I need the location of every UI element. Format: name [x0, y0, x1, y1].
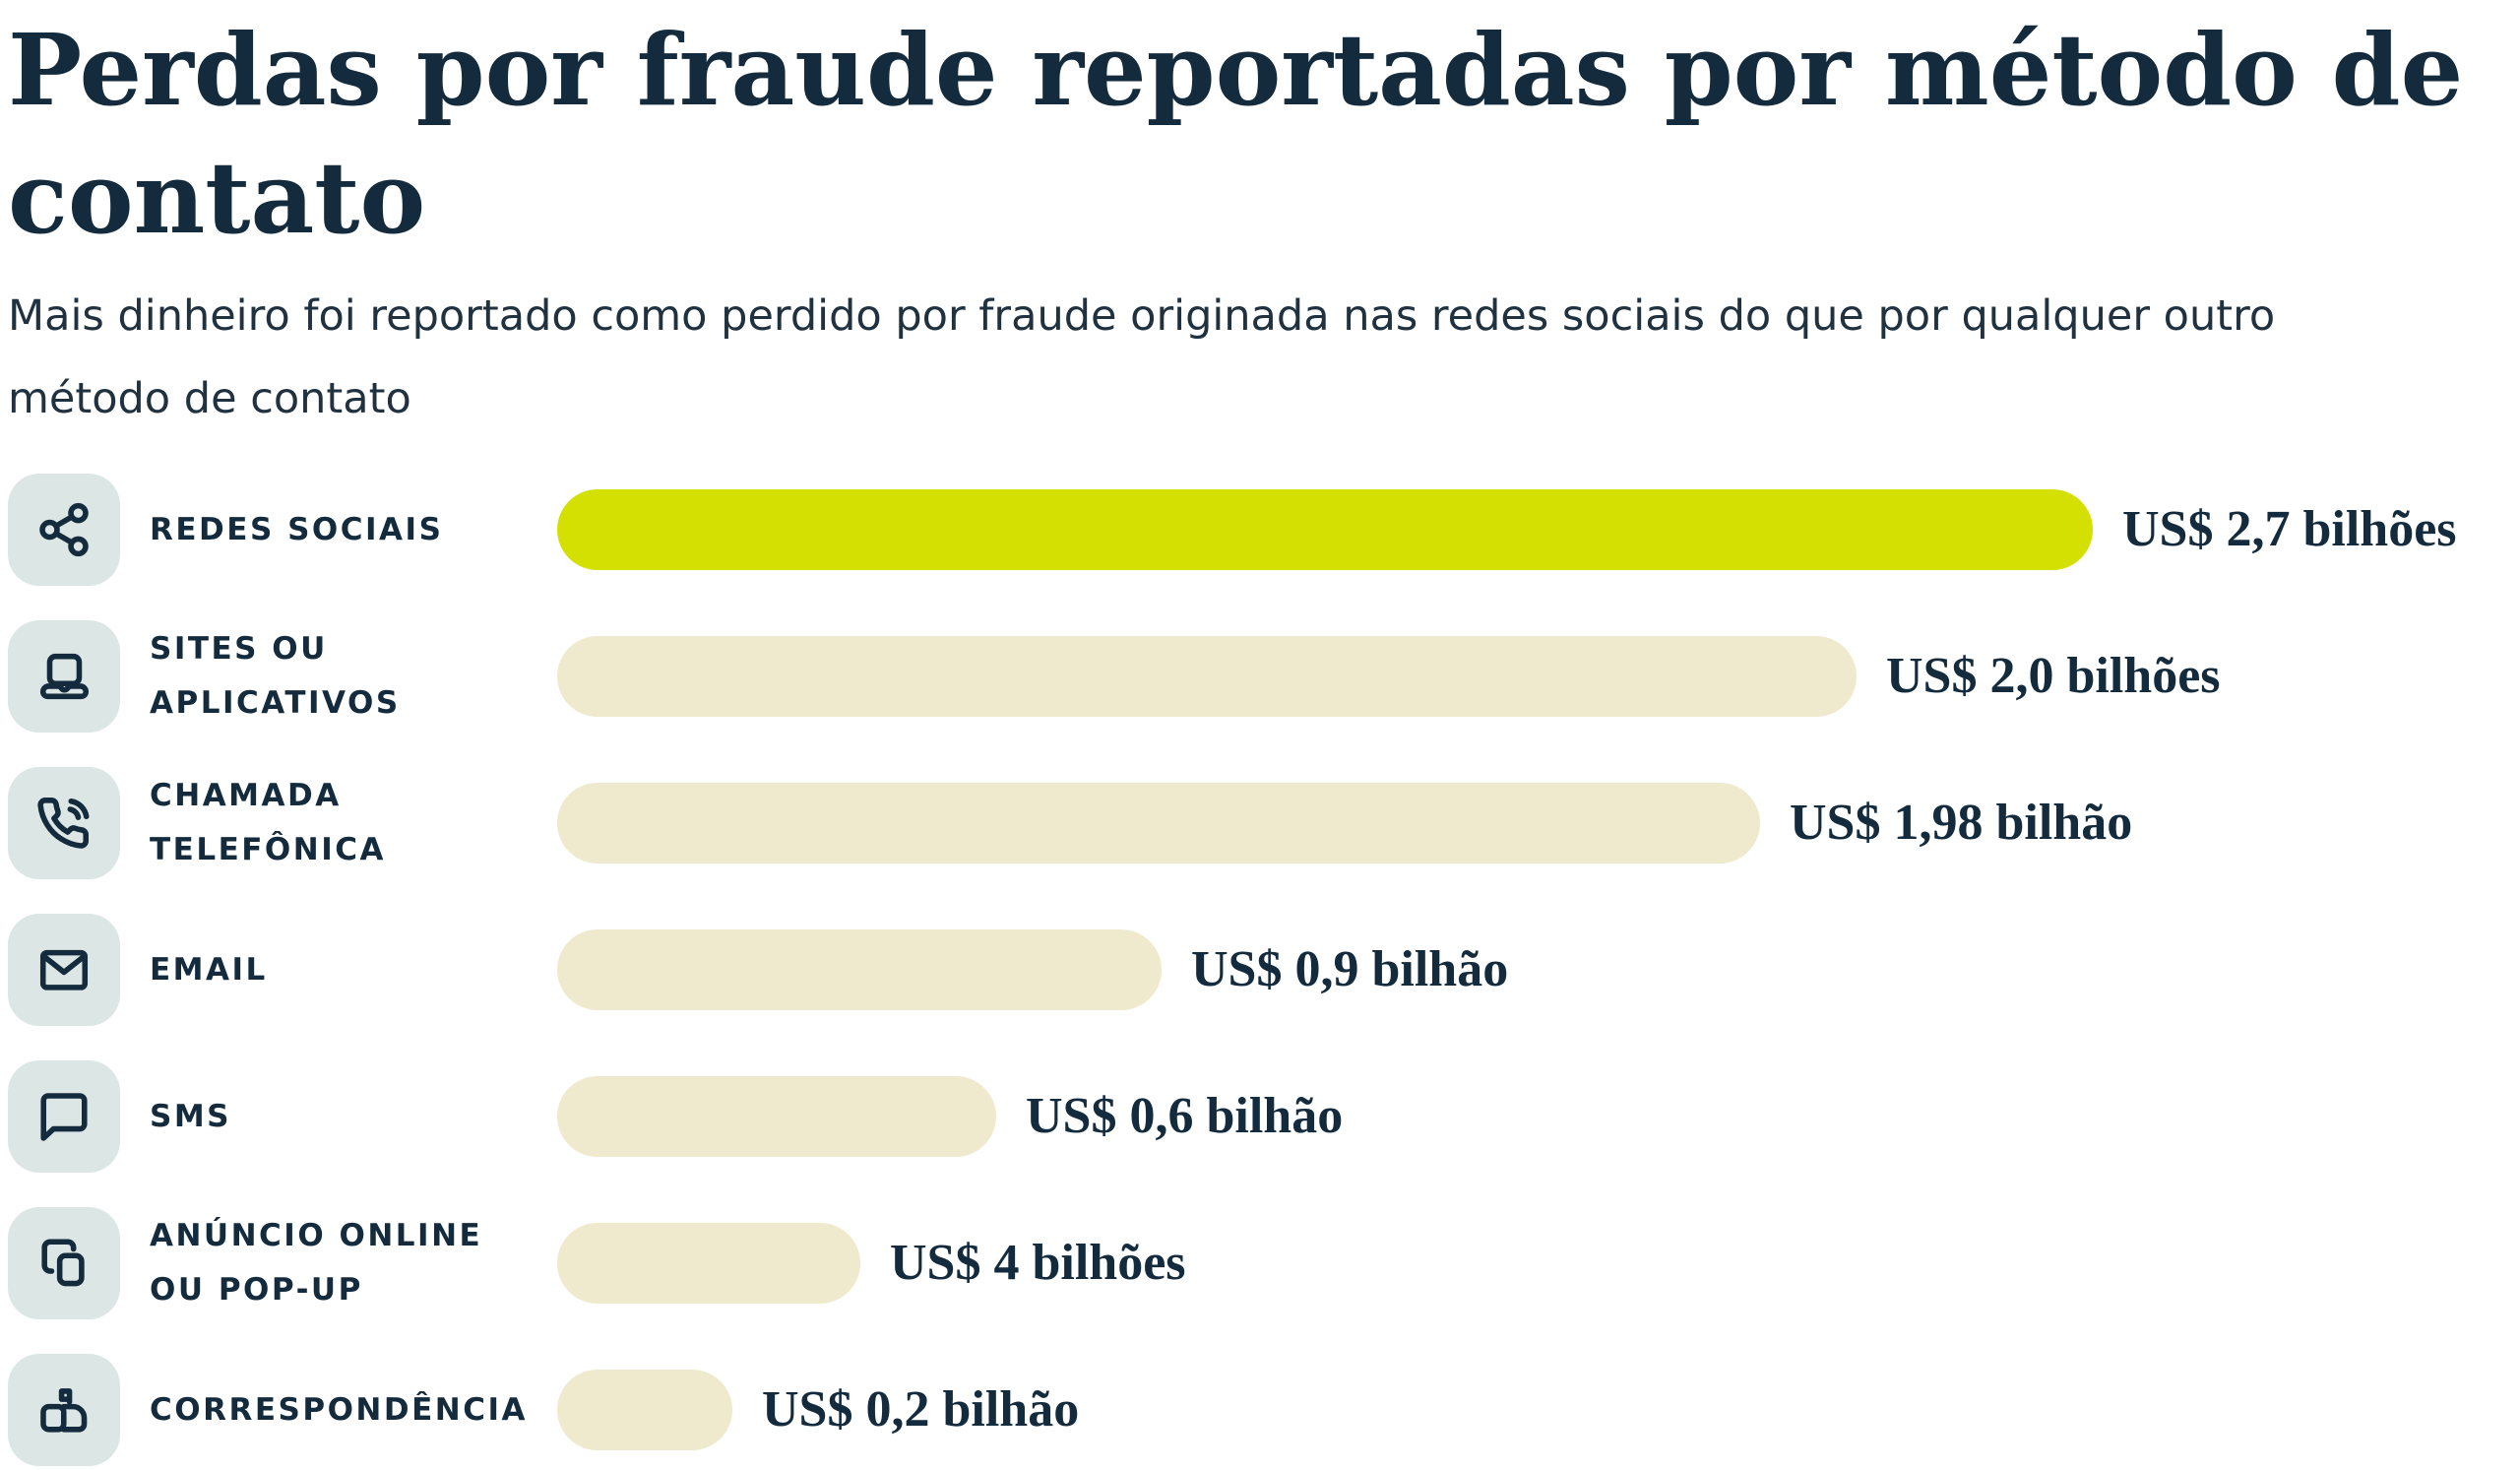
value-label: US$ 0,2 bilhão — [762, 1381, 1080, 1438]
icon-box — [8, 1353, 120, 1466]
chart-row: SMS US$ 0,6 bilhão — [8, 1059, 2512, 1173]
value-label: US$ 0,9 bilhão — [1191, 941, 1509, 998]
value-label: US$ 0,6 bilhão — [1026, 1088, 1344, 1145]
category-label: EMAIL — [150, 951, 268, 988]
value-label: US$ 1,98 bilhão — [1790, 795, 2133, 852]
bar-chart: REDES SOCIAIS US$ 2,7 bilhões SITES OU A… — [8, 473, 2512, 1466]
chart-row: EMAIL US$ 0,9 bilhão — [8, 913, 2512, 1026]
message-square-icon — [40, 1092, 88, 1141]
chart-row: CORRESPONDÊNCIA US$ 0,2 bilhão — [8, 1353, 2512, 1466]
mail-icon — [39, 949, 89, 991]
chart-row: SITES OU APLICATIVOS US$ 2,0 bilhões — [8, 619, 2512, 733]
icon-box — [8, 1059, 120, 1173]
value-bar — [557, 1075, 996, 1157]
mailbox-icon — [40, 1387, 88, 1433]
chart-row: REDES SOCIAIS US$ 2,7 bilhões — [8, 473, 2512, 586]
laptop-icon — [39, 653, 90, 699]
share-icon — [39, 502, 89, 556]
value-label: US$ 4 bilhões — [890, 1235, 1186, 1292]
category-label: ANÚNCIO ONLINE OU POP-UP — [150, 1218, 483, 1308]
value-bar — [557, 928, 1162, 1010]
value-bar — [557, 782, 1760, 863]
icon-box — [8, 619, 120, 733]
page-subtitle: Mais dinheiro foi reportado como perdido… — [8, 291, 2276, 423]
icon-box — [8, 1206, 120, 1319]
page-title: Perdas por fraude reportadas por método … — [8, 12, 2464, 256]
category-label: CORRESPONDÊNCIA — [150, 1391, 528, 1428]
value-bar — [557, 1222, 860, 1304]
category-label: SITES OU APLICATIVOS — [150, 631, 401, 721]
category-label: CHAMADA TELEFÔNICA — [150, 778, 387, 867]
chart-row: CHAMADA TELEFÔNICA US$ 1,98 bilhão — [8, 766, 2512, 879]
icon-box — [8, 766, 120, 879]
value-bar — [557, 1369, 732, 1450]
phone-call-icon — [37, 797, 90, 849]
category-label: REDES SOCIAIS — [150, 511, 444, 547]
chart-row: ANÚNCIO ONLINE OU POP-UP US$ 4 bilhões — [8, 1206, 2512, 1319]
icon-box — [8, 913, 120, 1026]
value-label: US$ 2,0 bilhões — [1886, 648, 2221, 705]
copy-icon — [41, 1239, 85, 1287]
value-bar — [557, 635, 1857, 717]
value-label: US$ 2,7 bilhões — [2122, 501, 2457, 558]
value-bar — [557, 488, 2093, 570]
category-label: SMS — [150, 1098, 232, 1134]
icon-box — [8, 473, 120, 586]
